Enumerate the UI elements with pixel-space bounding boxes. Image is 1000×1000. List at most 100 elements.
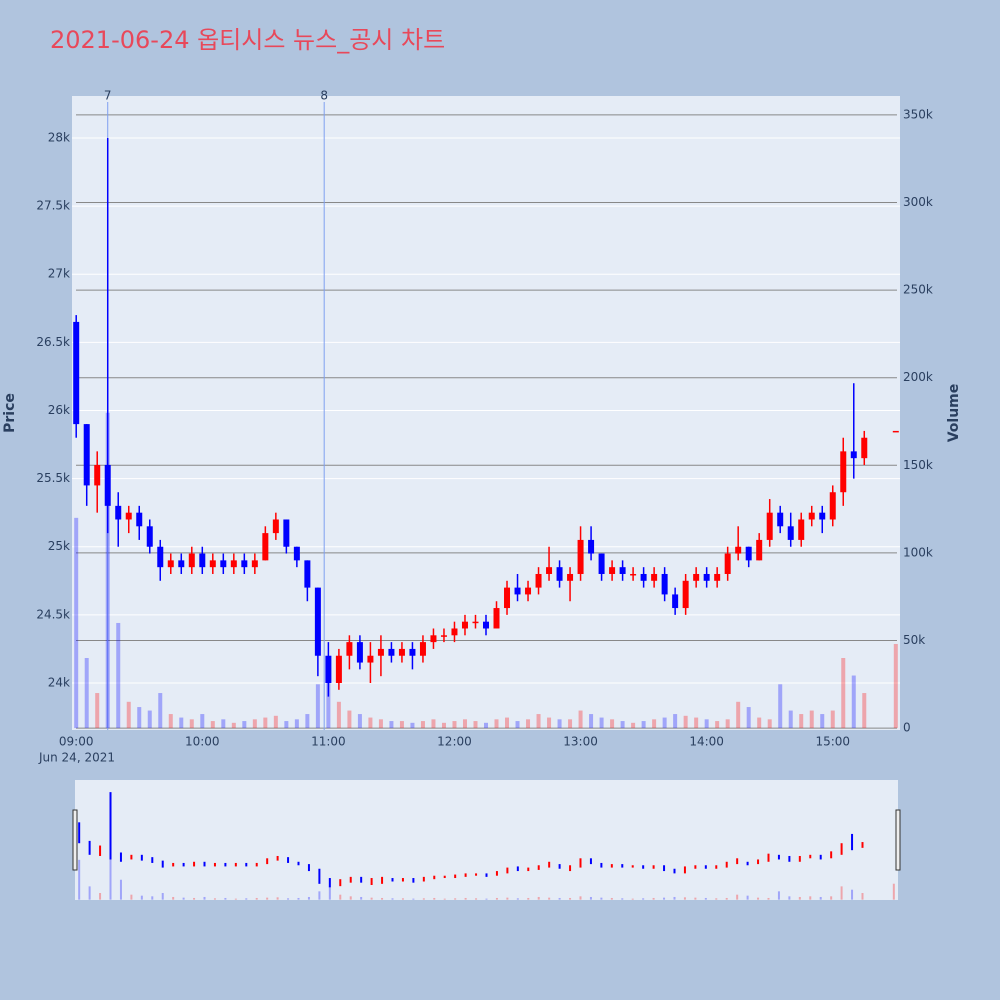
volume-bar xyxy=(137,707,142,729)
mini-volume-bar xyxy=(485,898,488,900)
mini-volume-bar xyxy=(495,897,498,900)
slider-handle[interactable] xyxy=(895,809,901,871)
mini-volume-bar xyxy=(851,889,854,900)
mini-volume-bar xyxy=(224,897,227,900)
y-tick-label: 27k xyxy=(48,267,70,281)
volume-bar xyxy=(830,710,835,729)
candle-body xyxy=(535,573,542,588)
candle-body xyxy=(472,621,479,624)
y2-tick-label: 150k xyxy=(903,458,933,472)
mini-volume-bar xyxy=(736,894,739,900)
candle-body xyxy=(640,573,647,581)
x-tick-label: 09:00 xyxy=(59,735,94,749)
volume-bar xyxy=(841,657,846,729)
volume-bar xyxy=(715,721,720,729)
candle-body xyxy=(94,464,101,486)
mini-volume-bar xyxy=(360,896,363,900)
mini-volume-bar xyxy=(297,897,300,900)
mini-volume-bar xyxy=(172,896,175,900)
candle-body xyxy=(525,587,532,595)
candle-body xyxy=(766,512,773,540)
volume-bar xyxy=(389,721,394,729)
y2-tick-label: 100k xyxy=(903,545,933,559)
candle-body xyxy=(714,573,721,581)
y-tick-label: 28k xyxy=(48,130,70,144)
candle-body xyxy=(209,560,216,568)
volume-bar xyxy=(305,714,310,729)
mini-volume-bar xyxy=(318,891,321,900)
volume-bar xyxy=(557,719,562,729)
mini-volume-bar xyxy=(370,897,373,900)
candle-body xyxy=(892,430,899,433)
volume-bar xyxy=(200,714,205,729)
mini-volume-bar xyxy=(600,897,603,900)
candle-body xyxy=(314,587,321,656)
volume-bar xyxy=(315,684,320,729)
volume-bar xyxy=(820,714,825,729)
mini-volume-bar xyxy=(663,897,666,900)
chart-title: 2021-06-24 옵티시스 뉴스_공시 차트 xyxy=(50,26,445,54)
volume-bar xyxy=(641,721,646,729)
volume-bar xyxy=(652,719,657,729)
mini-volume-bar xyxy=(203,896,206,900)
volume-bar xyxy=(84,657,89,729)
volume-bar xyxy=(799,714,804,729)
candle-body xyxy=(661,573,668,595)
candle-body xyxy=(272,519,279,534)
volume-bar xyxy=(431,719,436,729)
candle-body xyxy=(861,437,868,459)
candle-body xyxy=(104,464,111,506)
mini-volume-bar xyxy=(213,898,216,900)
mini-volume-bar xyxy=(767,897,770,900)
candle-body xyxy=(693,573,700,581)
mini-volume-bar xyxy=(276,897,279,900)
volume-bar xyxy=(568,719,573,729)
candle-body xyxy=(745,546,752,561)
mini-volume-bar xyxy=(558,897,561,900)
mini-volume-bar xyxy=(454,898,457,900)
mini-volume-bar xyxy=(652,897,655,900)
slider-handle[interactable] xyxy=(72,809,78,871)
mini-volume-bar xyxy=(548,897,551,900)
mini-volume-bar xyxy=(391,898,394,900)
x-tick-label: 15:00 xyxy=(815,735,850,749)
candle-body xyxy=(546,567,553,574)
mini-volume-bar xyxy=(339,894,342,900)
mini-volume-bar xyxy=(798,896,801,900)
candle-body xyxy=(682,580,689,609)
candle-body xyxy=(451,628,458,636)
candle-body xyxy=(724,553,731,574)
mini-volume-bar xyxy=(88,886,91,900)
volume-bar xyxy=(767,719,772,729)
candle-body xyxy=(167,560,174,568)
volume-bar xyxy=(694,717,699,729)
volume-bar xyxy=(368,717,373,729)
range-slider[interactable] xyxy=(75,780,898,900)
mini-volume-bar xyxy=(610,897,613,900)
volume-bar xyxy=(168,714,173,729)
mini-volume-bar xyxy=(757,897,760,900)
volume-bar xyxy=(273,715,278,729)
x-tick-label: 12:00 xyxy=(437,735,472,749)
candle-body xyxy=(672,594,679,609)
volume-bar xyxy=(526,719,531,729)
mini-volume-bar xyxy=(381,897,384,900)
mini-volume-bar xyxy=(537,896,540,900)
volume-bar xyxy=(736,701,741,729)
candle-body xyxy=(283,519,290,547)
candle-body xyxy=(178,560,185,568)
x-tick-label: 13:00 xyxy=(563,735,598,749)
candle-body xyxy=(115,505,122,520)
candle-body xyxy=(325,655,332,683)
volume-bar xyxy=(620,721,625,729)
mini-volume-bar xyxy=(715,898,718,900)
candle-body xyxy=(577,539,584,574)
volume-bar xyxy=(147,710,152,729)
mini-volume-bar xyxy=(78,859,81,900)
candle-body xyxy=(588,539,595,554)
mini-volume-bar xyxy=(506,897,509,900)
mini-volume-bar xyxy=(673,896,676,900)
annotation-label: 7 xyxy=(104,89,112,103)
mini-volume-bar xyxy=(422,898,425,900)
volume-bar xyxy=(862,693,867,729)
